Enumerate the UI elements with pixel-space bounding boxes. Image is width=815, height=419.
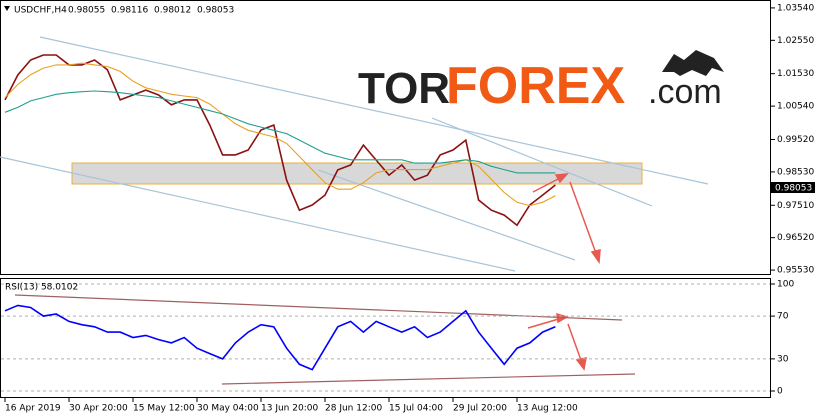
y-tick-label: 0.99520 xyxy=(777,135,814,145)
symbol: USDCHF,H4 xyxy=(14,6,67,16)
y-tick-label: 0.97510 xyxy=(777,201,814,211)
x-tick-label: 15 May 12:00 xyxy=(133,404,195,414)
series-line xyxy=(4,304,556,371)
y-tick-label: 0 xyxy=(777,387,783,397)
logo-tor: TOR xyxy=(358,64,450,113)
ohlc-low: 0.98012 xyxy=(154,6,191,16)
logo-com: .com xyxy=(648,73,722,111)
ohlc-open: 0.98055 xyxy=(68,6,105,16)
resistance-zone xyxy=(71,162,643,185)
channel-lines xyxy=(0,36,709,272)
y-tick-label: 1.00540 xyxy=(777,102,814,112)
series-line xyxy=(4,90,556,174)
price-panel xyxy=(0,0,771,275)
rsi-panel xyxy=(0,278,771,398)
series-line xyxy=(4,54,556,227)
y-tick-label: 100 xyxy=(777,280,794,290)
x-tick-label: 15 Jul 04:00 xyxy=(389,404,443,414)
x-tick-label: 13 Aug 12:00 xyxy=(517,404,578,414)
logo-icon xyxy=(662,50,724,76)
ohlc-close: 0.98053 xyxy=(197,6,234,16)
y-tick-label: 0.95530 xyxy=(777,266,814,276)
x-tick-label: 29 Jul 20:00 xyxy=(453,404,507,414)
last-price-box xyxy=(771,182,815,193)
y-tick-label: 1.02550 xyxy=(777,36,814,46)
y-tick-label: 1.03540 xyxy=(777,3,814,13)
panel-title: RSI(13) 58.0102 xyxy=(5,283,78,293)
menu-arrow xyxy=(4,6,10,11)
y-tick-label: 1.01530 xyxy=(777,69,814,79)
y-tick-label: 0.96520 xyxy=(777,233,814,243)
x-tick-label: 30 Apr 20:00 xyxy=(69,404,128,414)
y-tick-label: 70 xyxy=(777,312,789,322)
rsi-trendlines xyxy=(14,294,636,385)
x-tick-label: 16 Apr 2019 xyxy=(5,404,61,414)
y-tick-label: 0.98530 xyxy=(777,167,814,177)
x-tick-label: 30 May 04:00 xyxy=(197,404,259,414)
logo-forex: FOREX xyxy=(446,57,625,115)
x-tick-label: 13 Jun 20:00 xyxy=(261,404,318,414)
ohlc-high: 0.98116 xyxy=(111,6,148,16)
x-tick-label: 28 Jun 12:00 xyxy=(325,404,382,414)
forecast-arrows xyxy=(527,173,601,371)
last-price: 0.98053 xyxy=(775,184,812,194)
y-tick-label: 30 xyxy=(777,354,789,364)
